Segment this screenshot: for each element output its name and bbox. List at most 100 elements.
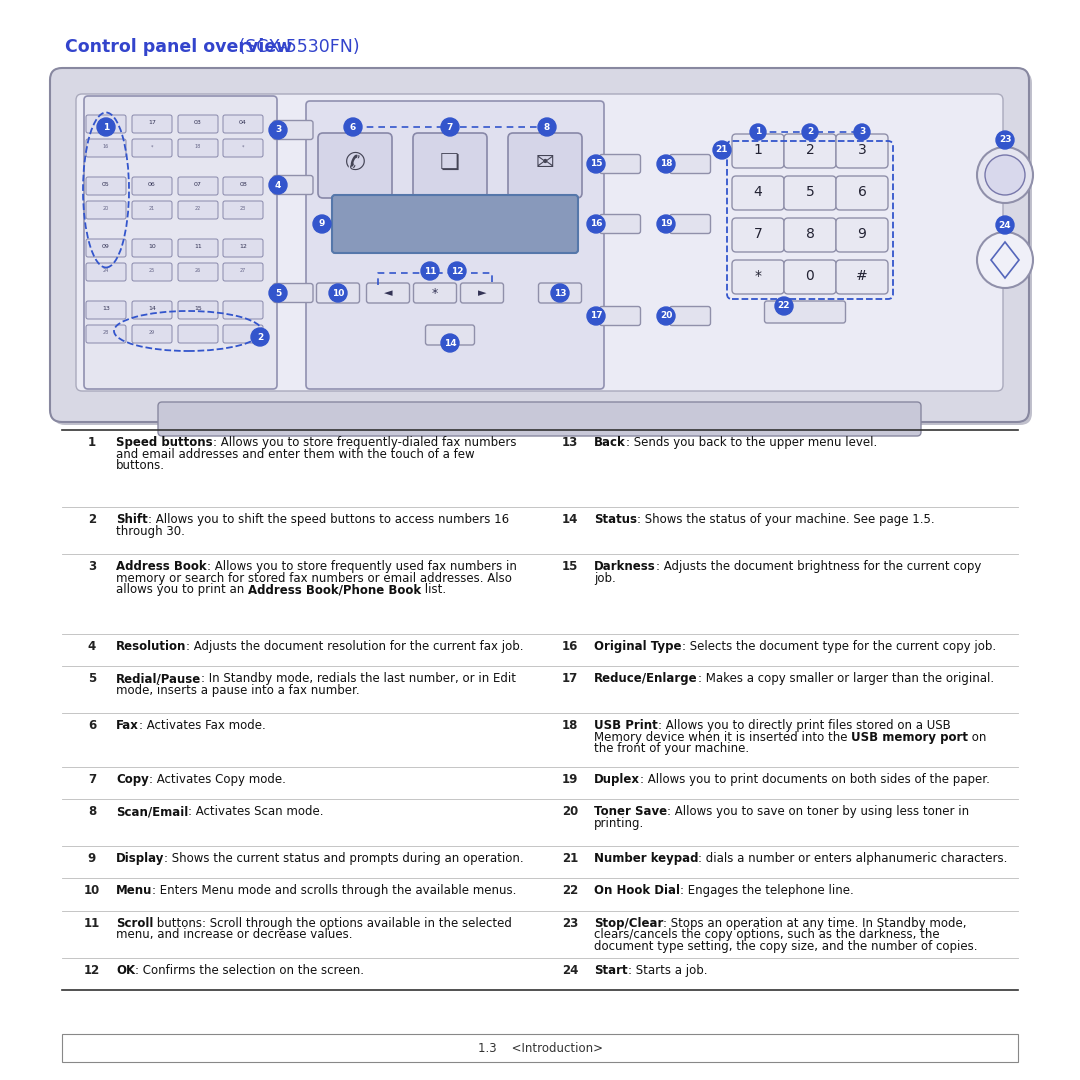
Text: 16: 16	[562, 639, 578, 652]
Text: 3: 3	[275, 125, 281, 135]
FancyBboxPatch shape	[178, 301, 218, 319]
FancyBboxPatch shape	[306, 102, 604, 389]
Text: Scroll: Scroll	[116, 917, 153, 930]
Text: : Stops an operation at any time. In Standby mode,: : Stops an operation at any time. In Sta…	[663, 917, 967, 930]
Text: : Enters Menu mode and scrolls through the available menus.: : Enters Menu mode and scrolls through t…	[152, 885, 516, 897]
Text: 23: 23	[562, 917, 578, 930]
Circle shape	[269, 176, 287, 194]
Text: 1: 1	[754, 143, 762, 157]
Text: 9: 9	[87, 852, 96, 865]
Circle shape	[448, 262, 465, 280]
FancyBboxPatch shape	[732, 134, 784, 168]
Circle shape	[269, 284, 287, 302]
Text: 3: 3	[858, 143, 866, 157]
Text: 21: 21	[149, 206, 156, 212]
Text: USB Print: USB Print	[594, 719, 658, 732]
FancyBboxPatch shape	[670, 307, 711, 325]
Text: 24: 24	[562, 963, 578, 976]
FancyBboxPatch shape	[86, 301, 126, 319]
Text: 26: 26	[194, 269, 201, 273]
FancyBboxPatch shape	[539, 283, 581, 303]
Text: 22: 22	[562, 885, 578, 897]
Text: *: *	[242, 145, 244, 149]
Text: 4: 4	[87, 639, 96, 652]
Text: *: *	[432, 286, 438, 299]
Text: 04: 04	[239, 121, 247, 125]
FancyBboxPatch shape	[132, 177, 172, 195]
FancyBboxPatch shape	[178, 264, 218, 281]
FancyBboxPatch shape	[132, 301, 172, 319]
Text: 2: 2	[257, 333, 264, 341]
Text: 6: 6	[87, 719, 96, 732]
Text: buttons.: buttons.	[116, 459, 165, 472]
FancyBboxPatch shape	[132, 114, 172, 133]
Text: list.: list.	[421, 583, 446, 596]
Text: 09: 09	[103, 244, 110, 249]
Text: memory or search for stored fax numbers or email addresses. Also: memory or search for stored fax numbers …	[116, 572, 512, 585]
Circle shape	[977, 232, 1032, 288]
Text: 8: 8	[806, 227, 814, 241]
Text: 13: 13	[562, 436, 578, 449]
Text: 11: 11	[84, 917, 100, 930]
FancyBboxPatch shape	[132, 239, 172, 257]
Text: : Selects the document type for the current copy job.: : Selects the document type for the curr…	[681, 639, 996, 652]
Text: : dials a number or enters alphanumeric characters.: : dials a number or enters alphanumeric …	[699, 852, 1008, 865]
Text: 01: 01	[103, 121, 110, 125]
Text: ◄: ◄	[383, 288, 392, 298]
FancyBboxPatch shape	[836, 218, 888, 252]
Text: : Shows the status of your machine. See page 1.5.: : Shows the status of your machine. See …	[637, 513, 934, 526]
FancyBboxPatch shape	[414, 283, 457, 303]
Circle shape	[251, 328, 269, 346]
FancyBboxPatch shape	[318, 133, 392, 198]
FancyBboxPatch shape	[273, 175, 313, 194]
Text: 21: 21	[716, 146, 728, 154]
FancyBboxPatch shape	[316, 283, 360, 303]
Text: : Allows you to directly print files stored on a USB: : Allows you to directly print files sto…	[658, 719, 950, 732]
Text: 4: 4	[754, 185, 762, 199]
Text: Darkness: Darkness	[594, 561, 656, 573]
Text: USB memory port: USB memory port	[851, 731, 969, 744]
FancyBboxPatch shape	[222, 114, 264, 133]
Text: 1: 1	[103, 122, 109, 132]
Text: 23: 23	[240, 206, 246, 212]
FancyBboxPatch shape	[158, 402, 921, 436]
FancyBboxPatch shape	[332, 195, 578, 253]
Text: : Activates Copy mode.: : Activates Copy mode.	[149, 773, 285, 786]
Circle shape	[657, 215, 675, 233]
Text: Display: Display	[116, 852, 164, 865]
Text: 1.3    <Introduction>: 1.3 <Introduction>	[477, 1041, 603, 1054]
FancyBboxPatch shape	[599, 154, 640, 174]
Text: 18: 18	[194, 145, 201, 149]
FancyBboxPatch shape	[132, 139, 172, 157]
Circle shape	[802, 124, 818, 140]
Text: 15: 15	[590, 160, 603, 168]
Text: 13: 13	[103, 307, 110, 311]
Text: #: #	[856, 269, 868, 283]
FancyBboxPatch shape	[178, 177, 218, 195]
Text: 1: 1	[87, 436, 96, 449]
Circle shape	[588, 215, 605, 233]
Text: 3: 3	[87, 561, 96, 573]
FancyBboxPatch shape	[508, 133, 582, 198]
Text: 2: 2	[87, 513, 96, 526]
FancyBboxPatch shape	[86, 139, 126, 157]
Text: : In Standby mode, redials the last number, or in Edit: : In Standby mode, redials the last numb…	[201, 672, 516, 685]
Text: 9: 9	[858, 227, 866, 241]
FancyBboxPatch shape	[86, 325, 126, 343]
Text: 27: 27	[240, 269, 246, 273]
Text: Status: Status	[594, 513, 637, 526]
FancyBboxPatch shape	[222, 139, 264, 157]
Text: 10: 10	[332, 288, 345, 297]
Circle shape	[854, 124, 870, 140]
Text: job.: job.	[594, 572, 616, 585]
Circle shape	[441, 334, 459, 352]
Text: 6: 6	[858, 185, 866, 199]
Text: Toner Save: Toner Save	[594, 805, 667, 818]
FancyBboxPatch shape	[178, 201, 218, 219]
Text: 17: 17	[148, 121, 156, 125]
Text: : Adjusts the document resolution for the current fax job.: : Adjusts the document resolution for th…	[187, 639, 524, 652]
Text: : Activates Fax mode.: : Activates Fax mode.	[139, 719, 266, 732]
Text: Shift: Shift	[116, 513, 148, 526]
Circle shape	[588, 156, 605, 173]
Text: 19: 19	[562, 773, 578, 786]
